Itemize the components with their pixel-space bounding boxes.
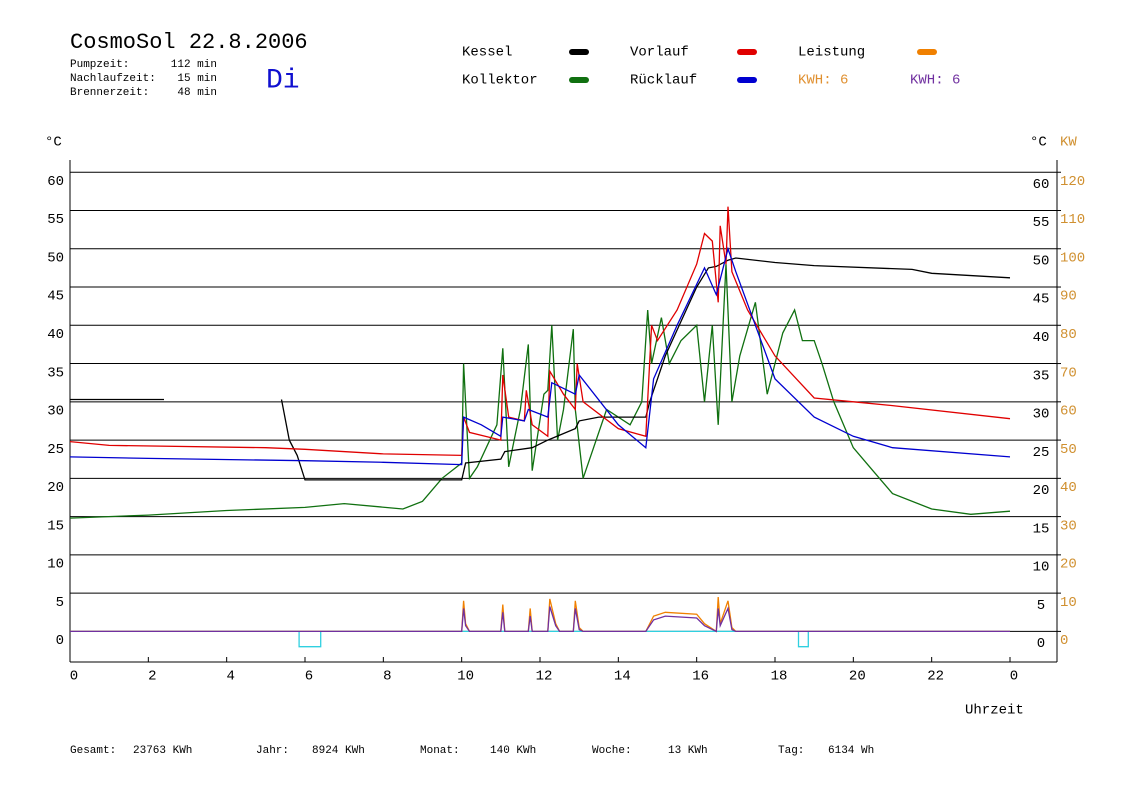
y2-tick-label: 60	[1060, 404, 1077, 420]
y-tick-label: 10	[47, 557, 64, 573]
kwh-label: KWH: 6	[910, 73, 960, 89]
total-label: Jahr:	[256, 745, 289, 757]
legend-label: Kollektor	[462, 73, 538, 89]
kwh-label: KWH: 6	[798, 73, 848, 89]
x-tick-label: 4	[226, 669, 234, 685]
legend-label: Kessel	[462, 45, 512, 61]
info-value: 15 min	[177, 73, 217, 85]
y-tick-label: 55	[47, 212, 64, 228]
y-tick-label: 20	[47, 480, 64, 496]
y-tick-label: 5	[56, 595, 64, 611]
y-tick-label-right: 20	[1033, 483, 1050, 499]
y-tick-label: 30	[47, 404, 64, 420]
y-tick-label-right: 15	[1033, 521, 1050, 537]
y-tick-label: 15	[47, 518, 64, 534]
legend-label: Rücklauf	[630, 73, 697, 89]
y-tick-label-right: 10	[1033, 560, 1050, 576]
info-label: Nachlaufzeit:	[70, 73, 156, 85]
total-value: 13 KWh	[668, 745, 708, 757]
y-tick-label-right: 35	[1033, 368, 1050, 384]
x-tick-label: 18	[771, 669, 788, 685]
y-unit-right: °C	[1030, 135, 1047, 151]
x-tick-label: 14	[614, 669, 631, 685]
series-line	[70, 630, 1010, 648]
y-tick-label-right: 0	[1037, 636, 1045, 652]
legend-label: Leistung	[798, 45, 865, 61]
x-axis-label: Uhrzeit	[965, 703, 1024, 719]
y2-tick-label: 0	[1060, 633, 1068, 649]
y2-unit: KW	[1060, 135, 1077, 151]
x-tick-label: 20	[849, 669, 866, 685]
y2-tick-label: 50	[1060, 442, 1077, 458]
y-tick-label-right: 60	[1033, 177, 1050, 193]
x-tick-label: 10	[457, 669, 474, 685]
total-label: Tag:	[778, 745, 804, 757]
x-tick-label: 0	[1010, 669, 1018, 685]
y-tick-label-right: 50	[1033, 253, 1050, 269]
total-label: Woche:	[592, 745, 632, 757]
x-tick-label: 0	[70, 669, 78, 685]
day: Di	[266, 65, 300, 96]
y-tick-label-right: 55	[1033, 215, 1050, 231]
info-value: 48 min	[177, 87, 217, 99]
series-line	[69, 206, 1011, 457]
y-tick-label: 40	[47, 327, 64, 343]
series-line	[70, 596, 1010, 633]
x-tick-label: 8	[383, 669, 391, 685]
total-value: 23763 KWh	[133, 745, 192, 757]
total-value: 140 KWh	[490, 745, 536, 757]
series-line	[69, 264, 1011, 519]
y2-tick-label: 10	[1060, 595, 1077, 611]
y-tick-label-right: 5	[1037, 598, 1045, 614]
y-tick-label-right: 25	[1033, 445, 1050, 461]
series-line	[70, 606, 1010, 633]
info-label: Pumpzeit:	[70, 59, 129, 71]
y2-tick-label: 110	[1060, 212, 1085, 228]
info-label: Brennerzeit:	[70, 87, 149, 99]
y2-tick-label: 100	[1060, 250, 1085, 266]
y-tick-label-right: 45	[1033, 292, 1050, 308]
total-label: Gesamt:	[70, 745, 116, 757]
y2-tick-label: 90	[1060, 289, 1077, 305]
y-tick-label: 60	[47, 174, 64, 190]
legend-label: Vorlauf	[630, 45, 689, 61]
y2-tick-label: 80	[1060, 327, 1077, 343]
series-line	[69, 246, 1011, 466]
y-tick-label: 45	[47, 289, 64, 305]
x-tick-label: 2	[148, 669, 156, 685]
series-line	[70, 257, 1011, 481]
x-tick-label: 22	[927, 669, 944, 685]
total-label: Monat:	[420, 745, 460, 757]
y-tick-label: 0	[56, 633, 64, 649]
chart-title: CosmoSol 22.8.2006	[70, 30, 308, 55]
y-unit: °C	[45, 135, 62, 151]
y2-tick-label: 40	[1060, 480, 1077, 496]
x-tick-label: 16	[692, 669, 709, 685]
y2-tick-label: 30	[1060, 518, 1077, 534]
x-tick-label: 6	[305, 669, 313, 685]
y2-tick-label: 70	[1060, 365, 1077, 381]
info-value: 112 min	[171, 59, 217, 71]
y2-tick-label: 20	[1060, 557, 1077, 573]
y-tick-label-right: 30	[1033, 407, 1050, 423]
y-tick-label: 25	[47, 442, 64, 458]
x-tick-label: 12	[536, 669, 553, 685]
y-tick-label-right: 40	[1033, 330, 1050, 346]
y-tick-label: 50	[47, 250, 64, 266]
y2-tick-label: 120	[1060, 174, 1085, 190]
y-tick-label: 35	[47, 365, 64, 381]
total-value: 6134 Wh	[828, 745, 874, 757]
total-value: 8924 KWh	[312, 745, 365, 757]
